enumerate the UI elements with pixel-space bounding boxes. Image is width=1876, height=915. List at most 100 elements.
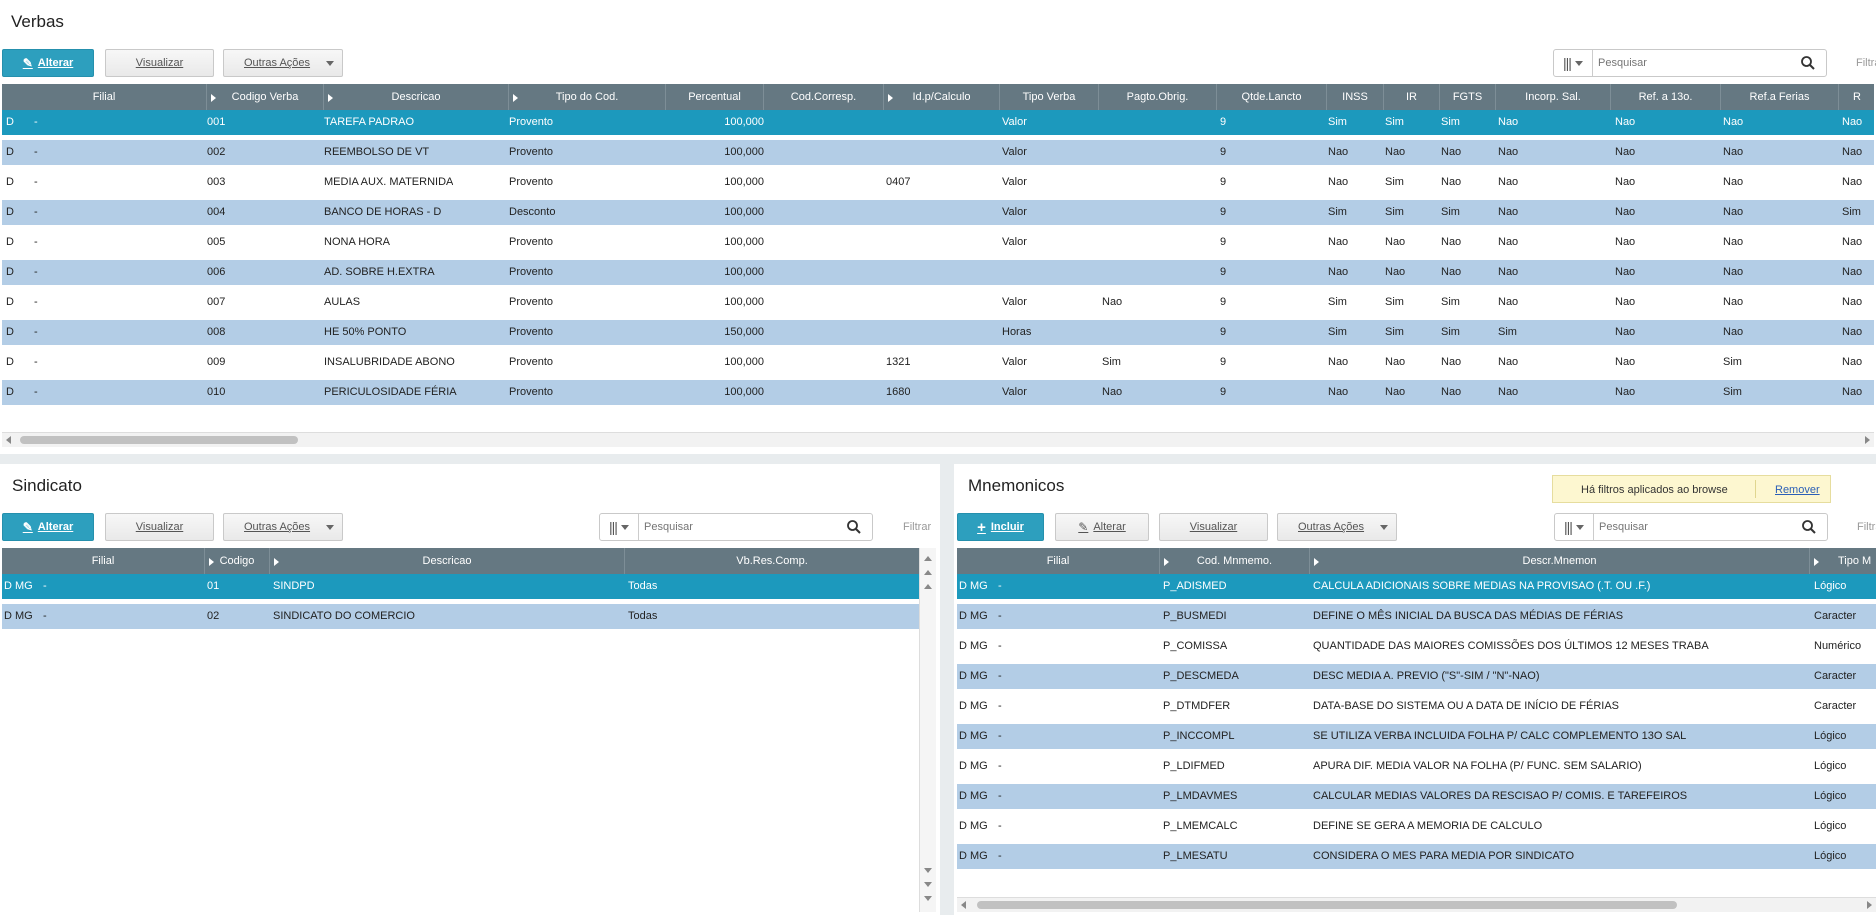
sindicato-visualizar-button[interactable]: Visualizar: [105, 513, 214, 541]
col-header[interactable]: R: [1839, 84, 1874, 110]
col-header[interactable]: Filial: [2, 84, 207, 110]
mnemonicos-visualizar-button[interactable]: Visualizar: [1159, 513, 1268, 541]
sindicato-search-input[interactable]: [644, 518, 804, 536]
mnemonicos-alterar-button[interactable]: ✎ Alterar: [1055, 513, 1149, 541]
mnemonicos-search-input[interactable]: [1599, 518, 1759, 536]
scroll-top-icon[interactable]: [924, 556, 932, 561]
col-header[interactable]: Descricao: [324, 84, 509, 110]
verbas-alterar-button[interactable]: ✎ Alterar: [2, 49, 94, 77]
scroll-left-icon[interactable]: [6, 436, 11, 444]
col-header[interactable]: Id.p/Calculo: [884, 84, 1000, 110]
col-header[interactable]: Vb.Res.Comp.: [736, 555, 808, 567]
table-row[interactable]: D - 006 AD. SOBRE H.EXTRA Provento 100,000 9 Na…: [2, 260, 1874, 285]
col-header[interactable]: Ref.a Ferias: [1721, 84, 1839, 110]
columns-selector[interactable]: |||: [600, 514, 639, 540]
col-header[interactable]: Ref. a 13o.: [1611, 84, 1721, 110]
mnemonicos-search-box: |||: [1554, 513, 1828, 541]
remover-link[interactable]: Remover: [1775, 484, 1820, 496]
col-header[interactable]: Filial: [957, 548, 1160, 574]
panel-divider-vertical: [940, 464, 954, 915]
col-header[interactable]: Tipo do Cod.: [509, 84, 666, 110]
table-cell: 006: [207, 266, 226, 278]
scroll-thumb[interactable]: [20, 436, 298, 444]
scroll-right-icon[interactable]: [1867, 901, 1872, 909]
scroll-page-up-icon[interactable]: [924, 570, 932, 575]
col-header[interactable]: Descricao: [270, 548, 625, 574]
table-row[interactable]: D MG - P_INCCOMPL SE UTILIZA VERBA INCLUIDA…: [957, 724, 1876, 749]
table-row[interactable]: D MG - P_ADISMED CALCULA ADICIONAIS SOBRE M…: [957, 574, 1876, 599]
table-cell: Nao: [1842, 176, 1863, 188]
sindicato-vertical-scrollbar[interactable]: [919, 548, 936, 912]
sindicato-filtrar-link[interactable]: Filtrar: [903, 521, 932, 533]
table-row[interactable]: D - 008 HE 50% PONTO Provento 150,000 Horas 9 Si…: [2, 320, 1874, 345]
scroll-down-icon[interactable]: [924, 868, 932, 873]
table-row[interactable]: D MG - 01 SINDPD Todas: [2, 574, 919, 599]
table-cell: Desconto: [509, 206, 556, 218]
col-header[interactable]: Codigo: [205, 548, 270, 574]
col-header[interactable]: Filial: [2, 548, 205, 574]
columns-selector[interactable]: |||: [1554, 50, 1593, 76]
table-row[interactable]: D - 002 REEMBOLSO DE VT Provento 100,000 Valor…: [2, 140, 1874, 165]
table-cell: Nao: [1498, 386, 1519, 398]
verbas-filtrar-link[interactable]: Filtra: [1856, 57, 1876, 69]
table-row[interactable]: D - 005 NONA HORA Provento 100,000 Valor 9 Nao Na…: [2, 230, 1874, 255]
search-icon[interactable]: [846, 519, 862, 535]
search-icon[interactable]: [1800, 55, 1816, 71]
table-row[interactable]: D MG - P_LMEMCALC DEFINE SE GERA A MEMORIA …: [957, 814, 1876, 839]
col-header[interactable]: Tipo M: [1810, 548, 1876, 574]
col-header[interactable]: Incorp. Sal.: [1496, 84, 1611, 110]
table-row[interactable]: D MG - P_DTMDFER DATA-BASE DO SISTEMA OU A …: [957, 694, 1876, 719]
table-cell: -: [998, 640, 1002, 652]
scroll-bottom-icon[interactable]: [924, 896, 932, 901]
table-cell: D MG: [959, 610, 988, 622]
table-row[interactable]: D - 009 INSALUBRIDADE ABONO Provento 100,000 1…: [2, 350, 1874, 375]
table-row[interactable]: D - 010 PERICULOSIDADE FÉRIA Provento 100,000…: [2, 380, 1874, 405]
col-header[interactable]: FGTS: [1440, 84, 1496, 110]
table-row[interactable]: D MG - P_DESCMEDA DESC MEDIA A. PREVIO ("S"…: [957, 664, 1876, 689]
table-row[interactable]: D MG - P_LMDAVMES CALCULAR MEDIAS VALORES D…: [957, 784, 1876, 809]
table-row[interactable]: D MG - P_LMESATU CONSIDERA O MES PARA MEDIA…: [957, 844, 1876, 869]
table-cell: Valor: [1002, 176, 1027, 188]
scroll-left-icon[interactable]: [961, 901, 966, 909]
table-row[interactable]: D MG - P_LDIFMED APURA DIF. MEDIA VALOR NA …: [957, 754, 1876, 779]
sindicato-alterar-button[interactable]: ✎ Alterar: [2, 513, 94, 541]
col-header[interactable]: Cod.Corresp.: [764, 84, 884, 110]
col-header[interactable]: Codigo Verba: [207, 84, 324, 110]
verbas-visualizar-button[interactable]: Visualizar: [105, 49, 214, 77]
mnemonicos-outras-acoes-button[interactable]: Outras Ações: [1277, 513, 1397, 541]
mnemonicos-horizontal-scrollbar[interactable]: [957, 897, 1876, 912]
verbas-outras-acoes-button[interactable]: Outras Ações: [223, 49, 343, 77]
scroll-page-down-icon[interactable]: [924, 882, 932, 887]
table-cell: Nao: [1441, 146, 1462, 158]
table-cell: PERICULOSIDADE FÉRIA: [324, 386, 457, 398]
table-row[interactable]: D MG - 02 SINDICATO DO COMERCIO Todas: [2, 604, 919, 629]
table-row[interactable]: D MG - P_COMISSA QUANTIDADE DAS MAIORES COM…: [957, 634, 1876, 659]
verbas-horizontal-scrollbar[interactable]: [2, 432, 1874, 447]
table-row[interactable]: D MG - P_BUSMEDI DEFINE O MÊS INICIAL DA BU…: [957, 604, 1876, 629]
verbas-search-input[interactable]: [1598, 54, 1758, 72]
scroll-up-icon[interactable]: [924, 584, 932, 589]
col-header[interactable]: Qtde.Lancto: [1217, 84, 1327, 110]
search-icon[interactable]: [1801, 519, 1817, 535]
mnemonicos-incluir-button[interactable]: + Incluir: [957, 513, 1044, 541]
mnemonicos-filtrar-link[interactable]: Filtra: [1857, 521, 1876, 533]
table-row[interactable]: D - 001 TAREFA PADRAO Provento 100,000 Valor 9 S…: [2, 110, 1874, 135]
col-header[interactable]: Percentual: [666, 84, 764, 110]
col-header[interactable]: Pagto.Obrig.: [1099, 84, 1217, 110]
table-row[interactable]: D - 004 BANCO DE HORAS - D Desconto 100,000 Va…: [2, 200, 1874, 225]
sindicato-outras-acoes-button[interactable]: Outras Ações: [223, 513, 343, 541]
col-header[interactable]: IR: [1384, 84, 1440, 110]
col-header[interactable]: Tipo Verba: [1000, 84, 1099, 110]
scroll-right-icon[interactable]: [1865, 436, 1870, 444]
table-row[interactable]: D - 007 AULAS Provento 100,000 Valor Nao 9 Sim Sim…: [2, 290, 1874, 315]
table-cell: Nao: [1615, 236, 1636, 248]
col-header[interactable]: Cod. Mnmemo.: [1160, 548, 1310, 574]
col-header[interactable]: Descr.Mnemon: [1310, 548, 1810, 574]
columns-selector[interactable]: |||: [1555, 514, 1594, 540]
table-cell: Sim: [1102, 356, 1121, 368]
table-cell: QUANTIDADE DAS MAIORES COMISSÕES DOS ÚLT…: [1313, 640, 1709, 652]
scroll-thumb[interactable]: [977, 901, 1677, 909]
pencil-icon: ✎: [22, 56, 33, 70]
table-row[interactable]: D - 003 MEDIA AUX. MATERNIDA Provento 100,000…: [2, 170, 1874, 195]
col-header[interactable]: INSS: [1327, 84, 1384, 110]
